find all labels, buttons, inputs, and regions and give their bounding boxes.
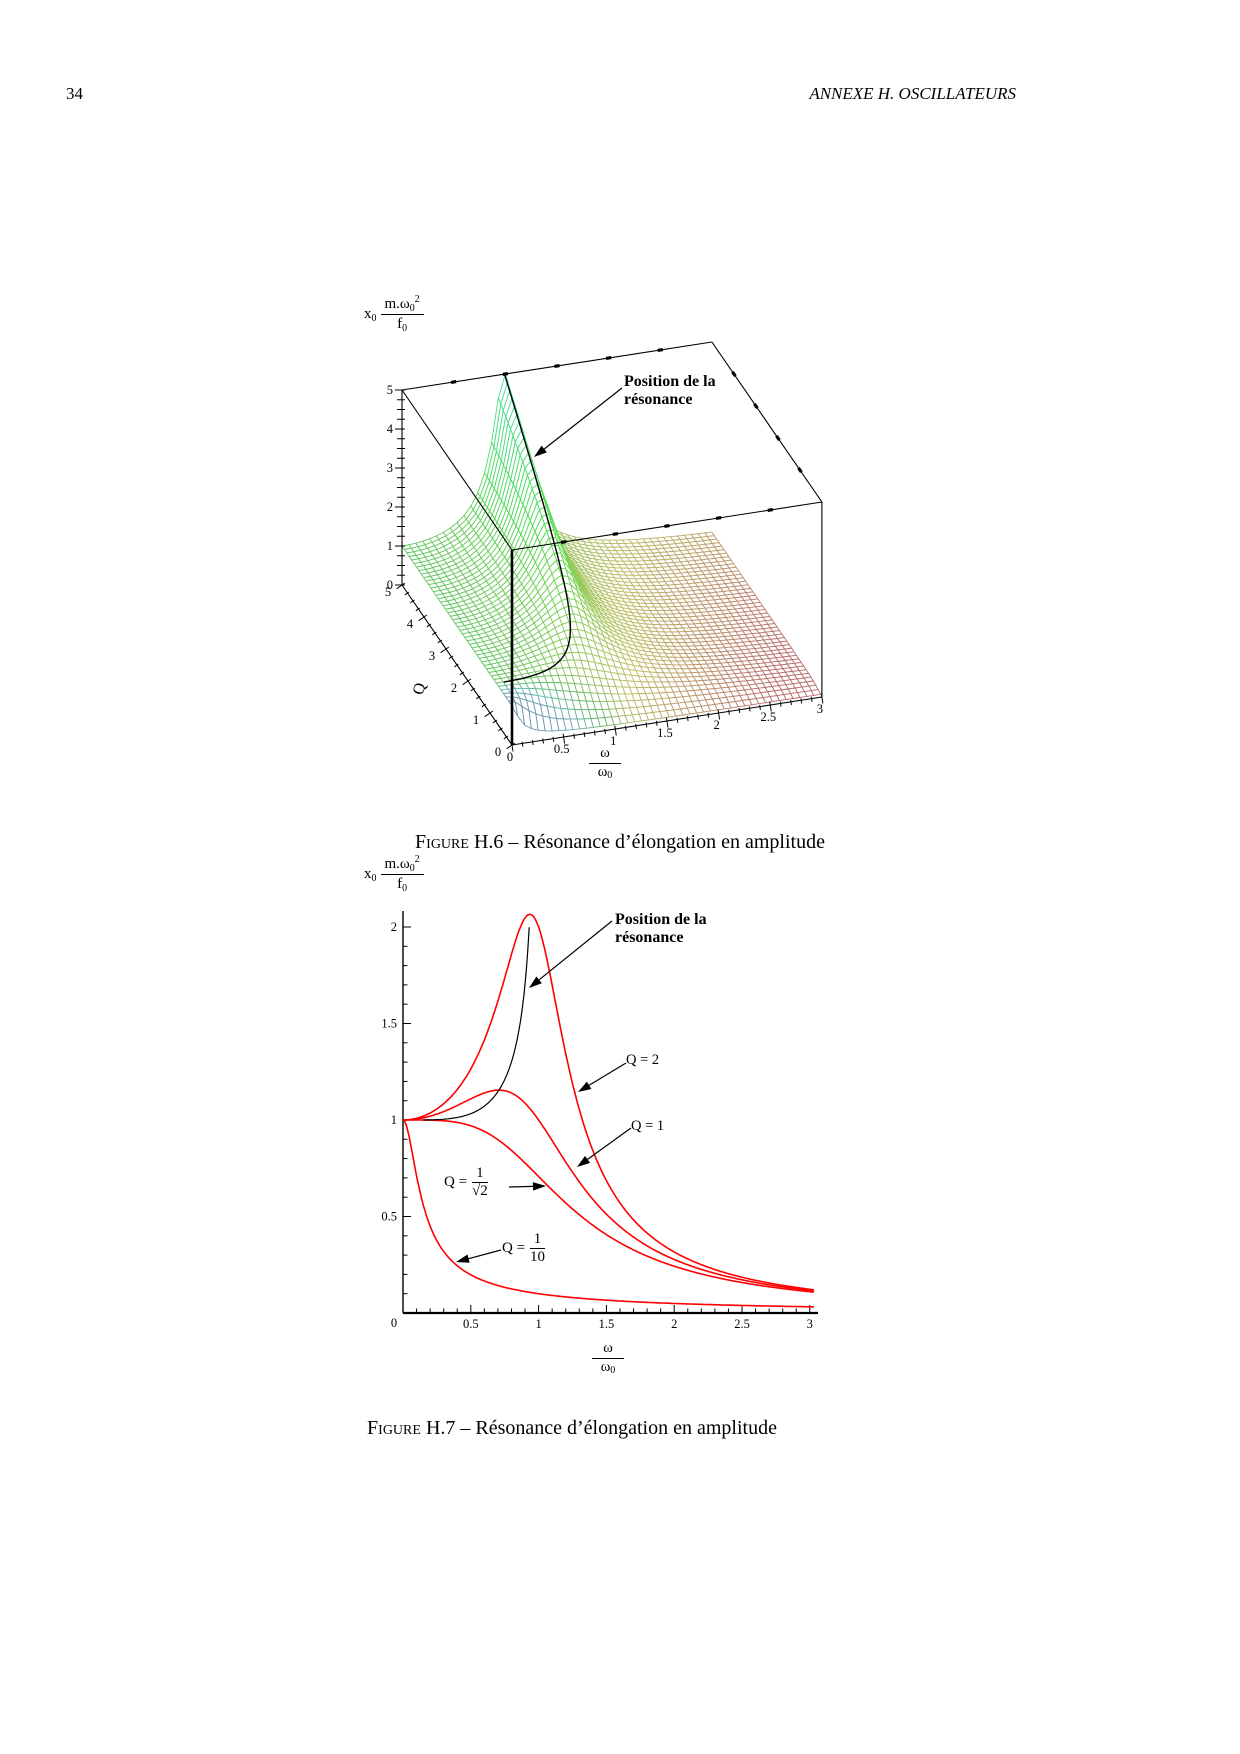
svg-text:0: 0: [387, 578, 393, 592]
fig7-zaxis-label: x0 m.ω02 f0: [364, 855, 424, 894]
svg-text:1.5: 1.5: [381, 1017, 397, 1031]
curve-q1: [403, 1089, 814, 1292]
svg-text:2: 2: [451, 681, 457, 695]
svg-text:1: 1: [391, 1113, 397, 1127]
resonance-curves: [402, 913, 814, 1308]
svg-text:2.5: 2.5: [760, 710, 776, 724]
fig7-annotation-resonance: Position de la résonance: [615, 911, 707, 946]
surface-mesh: [401, 372, 822, 732]
fig6-annotation-resonance: Position de la résonance: [624, 373, 716, 408]
fig7-label-q2: Q = 2: [626, 1052, 660, 1068]
fig7-xaxis-label: ω ω0: [592, 1340, 624, 1376]
svg-text:2: 2: [671, 1317, 677, 1331]
axes: [402, 911, 818, 1315]
curve-q12: [403, 1119, 814, 1293]
fig6-zlabel-fraction: m.ω02 f0: [380, 295, 424, 334]
svg-text:1: 1: [535, 1317, 541, 1331]
svg-text:3: 3: [429, 649, 435, 663]
annotation-arrows: [456, 920, 632, 1263]
svg-text:0.5: 0.5: [381, 1210, 397, 1224]
resonance-ridge-curve: [503, 374, 572, 683]
curve-q110: [402, 1119, 814, 1308]
svg-text:0: 0: [495, 745, 501, 759]
svg-text:5: 5: [387, 383, 393, 397]
svg-text:1: 1: [387, 539, 393, 553]
svg-text:1: 1: [473, 713, 479, 727]
svg-text:2: 2: [387, 500, 393, 514]
resonance-locus-curve: [423, 927, 530, 1121]
svg-text:0: 0: [391, 1316, 397, 1330]
fig7-label-q1: Q = 1: [631, 1118, 665, 1134]
svg-text:Q: Q: [410, 681, 430, 697]
running-header: ANNEXE H. OSCILLATEURS: [809, 84, 1016, 103]
annotation-arrow: [534, 387, 623, 457]
figure-h7-2d-plot: 0.5 1 1.5 2 2.5 3 0.5 1 1.5 2 0: [381, 911, 818, 1331]
svg-text:5: 5: [385, 585, 391, 599]
fig7-caption: Figure H.7 – Résonance d’élongation en a…: [367, 1417, 777, 1439]
fig7-zlabel-x: x0: [364, 866, 377, 885]
svg-text:2: 2: [391, 920, 397, 934]
svg-text:3: 3: [807, 1317, 813, 1331]
page-number: 34: [66, 84, 83, 103]
axis-ticks: [395, 348, 824, 752]
fig6-zlabel-x: x0: [364, 306, 377, 325]
svg-text:0.5: 0.5: [463, 1317, 479, 1331]
svg-text:0: 0: [507, 750, 513, 764]
fig7-label-q-tenth: Q = 1 10: [502, 1231, 546, 1265]
svg-text:2.5: 2.5: [734, 1317, 750, 1331]
axis-ticks: [403, 926, 811, 1313]
svg-text:3: 3: [817, 702, 823, 716]
axis-tick-labels: 0.5 1 1.5 2 2.5 3 0.5 1 1.5 2 0: [381, 920, 813, 1331]
fig7-label-q-sqrt2: Q = 1 √2: [444, 1165, 488, 1199]
fig6-zaxis-label: x0 m.ω02 f0: [364, 295, 424, 334]
svg-text:3: 3: [387, 461, 393, 475]
svg-text:1: 1: [610, 734, 616, 748]
svg-text:4: 4: [387, 422, 394, 436]
svg-text:0.5: 0.5: [554, 742, 570, 756]
svg-text:2: 2: [713, 718, 719, 732]
fig7-zlabel-fraction: m.ω02 f0: [380, 855, 424, 894]
curve-q2: [403, 913, 814, 1291]
fig6-caption: Figure H.6 – Résonance d’élongation en a…: [415, 831, 825, 853]
svg-text:1.5: 1.5: [599, 1317, 615, 1331]
fig6-xaxis-label: ω ω0: [589, 745, 621, 781]
svg-text:4: 4: [407, 617, 414, 631]
svg-text:1.5: 1.5: [657, 726, 673, 740]
